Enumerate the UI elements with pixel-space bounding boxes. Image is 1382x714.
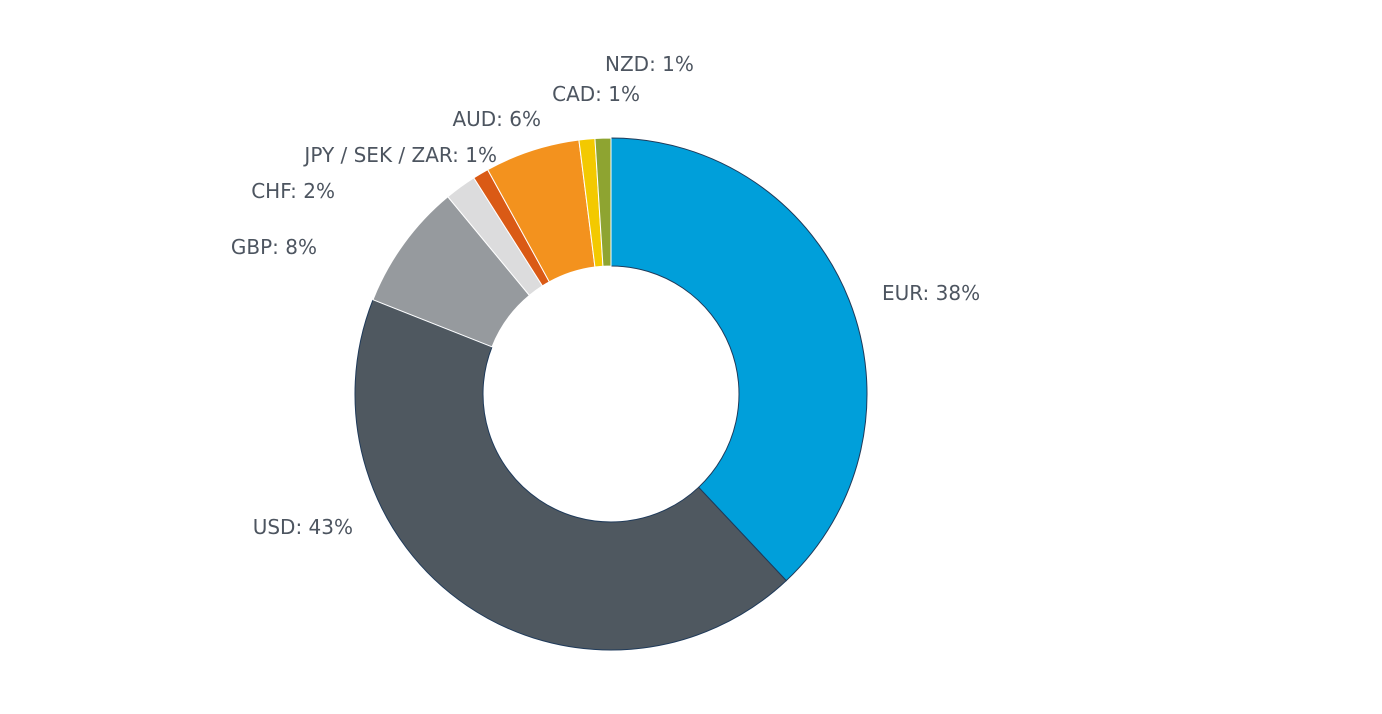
label-nzd: NZD: 1% (605, 52, 694, 76)
label-cad: CAD: 1% (552, 82, 640, 106)
slice-nzd (594, 137, 612, 267)
label-chf: CHF: 2% (251, 179, 335, 203)
label-eur: EUR: 38% (882, 281, 980, 305)
slice-usd (354, 299, 787, 651)
slice-eur (610, 137, 868, 582)
donut-slices (354, 137, 868, 651)
label-aud: AUD: 6% (452, 107, 541, 131)
label-jpy-sek-zar: JPY / SEK / ZAR: 1% (302, 143, 497, 167)
label-gbp: GBP: 8% (231, 235, 317, 259)
label-usd: USD: 43% (253, 515, 353, 539)
slice-labels: EUR: 38% USD: 43% GBP: 8% CHF: 2% JPY / … (231, 52, 980, 539)
